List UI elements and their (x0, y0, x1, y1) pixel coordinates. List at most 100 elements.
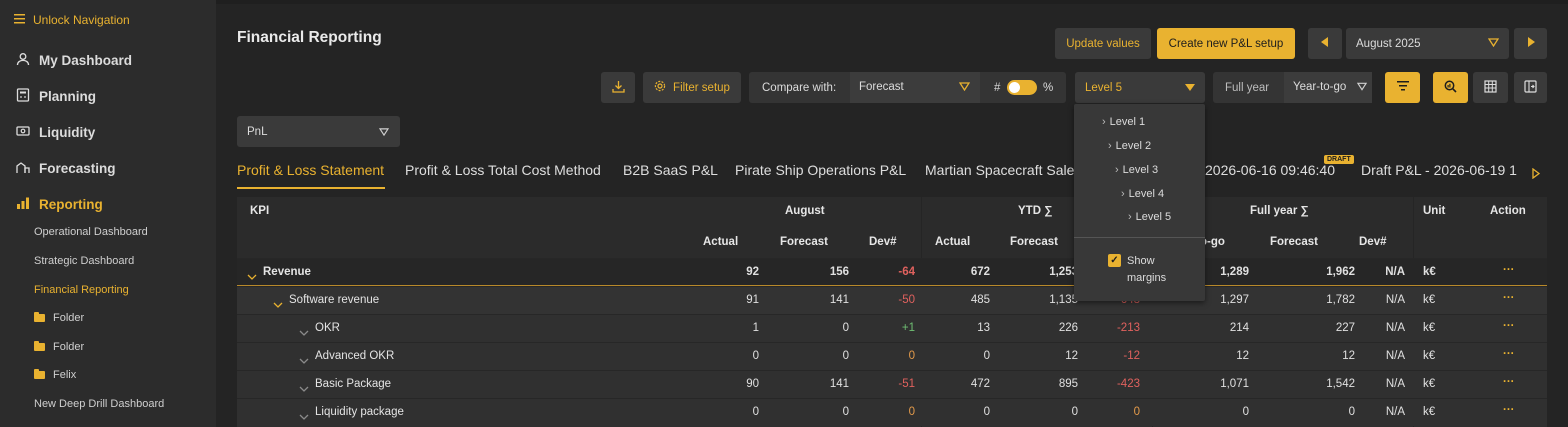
dropdown-divider (1074, 237, 1205, 238)
tab-draft-2026-06-19[interactable]: Draft P&L - 2026-06-19 1 (1361, 162, 1517, 178)
chevron-down-icon (1356, 82, 1368, 94)
show-margins-checkbox[interactable]: ✓ (1108, 254, 1121, 267)
unlock-navigation[interactable]: Unlock Navigation (14, 13, 130, 27)
row-action-menu[interactable]: ··· (1503, 404, 1515, 416)
table-row[interactable]: Basic Package 90 141 -51 472 895 -423 1,071 1,54… (237, 370, 1547, 398)
cell-aug-forecast: 141 (829, 378, 849, 390)
compare-value: Forecast (859, 81, 904, 93)
level-2-option[interactable]: › Level 2 (1108, 140, 1151, 152)
row-action-menu[interactable]: ··· (1503, 264, 1515, 276)
full-year-label[interactable]: Full year (1225, 81, 1270, 94)
tab-martian-spacecraft[interactable]: Martian Spacecraft Sale (925, 162, 1075, 178)
calculator-icon (16, 88, 30, 105)
col-ytd-forecast: Forecast (1010, 236, 1058, 248)
tab-profit-loss-total-cost[interactable]: Profit & Loss Total Cost Method (405, 162, 601, 178)
tabs-scroll-right-icon[interactable] (1532, 166, 1541, 184)
previous-period-button[interactable] (1308, 28, 1342, 59)
level-select[interactable]: Level 5 (1075, 72, 1205, 103)
hash-label: # (994, 81, 1001, 94)
table-icon (1484, 79, 1497, 96)
percent-toggle[interactable] (1007, 80, 1037, 95)
chevron-down-icon[interactable] (247, 268, 257, 286)
chevron-down-icon[interactable] (299, 380, 309, 398)
level-5-option[interactable]: › Level 5 (1128, 211, 1171, 223)
compare-select[interactable]: Forecast (850, 72, 980, 103)
download-button[interactable] (601, 72, 635, 103)
table-row[interactable]: Liquidity package 0 0 0 0 0 0 0 0 N/A k€ ··· (237, 398, 1547, 426)
pnl-table: KPI August YTD ∑ Full year ∑ Unit Action… (237, 197, 1547, 427)
ytg-select[interactable]: Year-to-go (1284, 72, 1372, 103)
cell-unit: k€ (1423, 350, 1436, 362)
sidebar-subitem-folder[interactable]: Folder (34, 341, 84, 353)
update-values-button[interactable]: Update values (1055, 28, 1151, 59)
table-row[interactable]: Software revenue91141-504851,135-6481,29… (237, 286, 1547, 314)
ytd-header: YTD ∑ (1018, 205, 1053, 217)
sort-filter-button[interactable] (1385, 72, 1420, 103)
level-option-label: Level 3 (1122, 164, 1159, 176)
sidebar-subitem-new-deep-drill-dashboard[interactable]: New Deep Drill Dashboard (34, 398, 164, 410)
drill-search-button[interactable] (1433, 72, 1468, 103)
table-row[interactable]: Revenue 92 156 -64 672 1,253 1,289 1,962 N/A k€ ··… (237, 258, 1547, 286)
download-icon (611, 80, 625, 96)
sidebar-subitem-label: Folder (53, 341, 85, 353)
next-period-button[interactable] (1514, 28, 1547, 59)
sidebar-subitem-operational-dashboard[interactable]: Operational Dashboard (34, 226, 148, 238)
panel-icon (1524, 79, 1537, 96)
level-3-option[interactable]: › Level 3 (1115, 164, 1158, 176)
cell-ytd-dev: -213 (1116, 322, 1140, 334)
tab-b2b-saas[interactable]: B2B SaaS P&L (623, 162, 718, 178)
filter-setup-button[interactable]: Filter setup (643, 72, 741, 103)
period-select[interactable]: August 2025 (1346, 28, 1509, 59)
cell-aug-forecast: 156 (829, 266, 849, 278)
percent-label: % (1043, 81, 1054, 94)
cell-fy-ytg: 1,071 (1220, 378, 1249, 390)
sidebar-item-forecasting[interactable]: Forecasting (16, 160, 116, 177)
expand-panel-button[interactable] (1514, 72, 1547, 103)
compare-control: Compare with: Forecast # % (749, 72, 1066, 103)
tab-draft-2026-06-16[interactable]: 2026-06-16 09:46:40 (1205, 162, 1335, 178)
row-action-menu[interactable]: ··· (1503, 320, 1515, 332)
tab-profit-loss-statement[interactable]: Profit & Loss Statement (237, 162, 385, 178)
sidebar-subitem-felix[interactable]: Felix (34, 369, 76, 381)
tab-pirate-ship[interactable]: Pirate Ship Operations P&L (735, 162, 907, 178)
row-label: OKR (315, 322, 340, 334)
cell-unit: k€ (1423, 294, 1436, 306)
sidebar-subitem-label: Felix (53, 369, 77, 381)
cell-ytd-dev: -423 (1116, 378, 1140, 390)
table-view-button[interactable] (1473, 72, 1508, 103)
cell-aug-forecast: 0 (842, 406, 849, 418)
sidebar-item-planning[interactable]: Planning (16, 88, 96, 105)
row-action-menu[interactable]: ··· (1503, 376, 1515, 388)
active-tab-indicator (237, 187, 385, 189)
chevron-down-icon[interactable] (299, 352, 309, 370)
row-action-menu[interactable]: ··· (1503, 292, 1515, 304)
unlock-navigation-label: Unlock Navigation (33, 13, 130, 27)
level-option-label: Level 1 (1109, 116, 1146, 128)
sidebar-subitem-folder[interactable]: Folder (34, 312, 84, 324)
unit-header: Unit (1423, 205, 1446, 217)
table-row[interactable]: OKR 1 0 +1 13 226 -213 214 227 N/A k€ ··· (237, 314, 1547, 342)
chevron-down-icon[interactable] (273, 296, 283, 314)
row-action-menu[interactable]: ··· (1503, 348, 1515, 360)
show-margins-text-1: Show (1127, 255, 1155, 267)
cell-ytd-forecast: 895 (1058, 378, 1078, 390)
level-4-option[interactable]: › Level 4 (1121, 188, 1164, 200)
page-title: Financial Reporting (237, 29, 382, 46)
cell-fy-forecast: 12 (1342, 350, 1355, 362)
chevron-down-icon[interactable] (299, 324, 309, 342)
cell-fy-forecast: 0 (1348, 406, 1355, 418)
cell-aug-forecast: 0 (842, 350, 849, 362)
create-pnl-setup-button[interactable]: Create new P&L setup (1157, 28, 1295, 59)
cell-fy-dev: N/A (1385, 266, 1405, 278)
sidebar-item-my-dashboard[interactable]: My Dashboard (16, 52, 132, 69)
chevron-right-icon: › (1128, 211, 1132, 223)
sidebar-item-liquidity[interactable]: Liquidity (16, 124, 95, 141)
sidebar-subitem-financial-reporting[interactable]: Financial Reporting (34, 284, 129, 296)
cell-ytd-forecast: 0 (1071, 406, 1078, 418)
sidebar-item-reporting[interactable]: Reporting (16, 196, 103, 213)
sidebar-subitem-strategic-dashboard[interactable]: Strategic Dashboard (34, 255, 134, 267)
level-1-option[interactable]: › Level 1 (1102, 116, 1145, 128)
pnl-select[interactable]: PnL (237, 116, 400, 147)
table-row[interactable]: Advanced OKR 0 0 0 0 12 -12 12 12 N/A k€ ··· (237, 342, 1547, 370)
chevron-down-icon[interactable] (299, 408, 309, 426)
